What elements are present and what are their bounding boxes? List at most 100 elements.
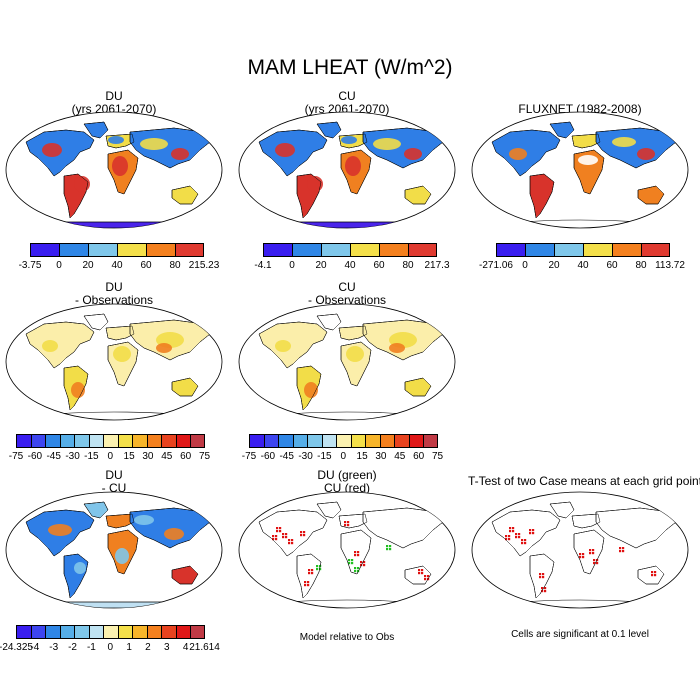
colorbar-tick-label: -24.325: [0, 642, 33, 653]
coastline: [107, 341, 139, 387]
significance-cell: [351, 559, 354, 562]
colorbar-segment: [30, 434, 45, 448]
colorbar-tick-label: 60: [413, 451, 425, 462]
value-patch: [71, 382, 85, 398]
colorbar-tick-label: 20: [548, 260, 560, 271]
colorbar-tick-label: 215.23: [188, 260, 220, 271]
value-patch: [509, 148, 527, 160]
colorbar-segment: [175, 434, 190, 448]
significance-cell: [307, 581, 310, 584]
map-green-red: [238, 491, 456, 609]
significance-cell: [357, 554, 360, 557]
colorbar-tick-label: 75: [198, 451, 211, 462]
value-patch: [74, 562, 86, 574]
colorbar-segment: [161, 434, 176, 448]
colorbar-tick-label: -30: [65, 451, 80, 462]
coastline: [637, 565, 665, 585]
significance-cell: [622, 547, 625, 550]
coastline: [637, 185, 665, 205]
colorbar-tick-label: -60: [260, 451, 276, 462]
map-du-obs: [5, 303, 223, 421]
colorbar-tick-label: 80: [635, 260, 647, 271]
coastline: [529, 553, 555, 599]
colorbar-tick-label: 217.3: [424, 260, 450, 271]
colorbar-segment: [88, 625, 103, 639]
map-fluxnet: [471, 111, 689, 229]
coastline: [340, 341, 372, 387]
colorbar-segment: [16, 434, 31, 448]
colorbar-segment: [350, 434, 365, 448]
value-patch: [373, 138, 401, 150]
colorbar-tick-label: 15: [123, 451, 135, 462]
significance-cell: [427, 575, 430, 578]
coastline: [340, 529, 372, 575]
coastline: [258, 509, 328, 557]
colorbar-segment: [132, 434, 147, 448]
coastline: [316, 501, 342, 519]
panel-title-du: DU (yrs 2061-2070): [4, 90, 224, 116]
panel-title-line: CU (red): [323, 481, 370, 495]
significance-cell: [344, 521, 347, 524]
coastline: [107, 149, 139, 195]
value-patch: [307, 176, 323, 192]
colorbar-tick-label: -75: [241, 451, 257, 462]
coastline: [25, 321, 95, 369]
significance-cell: [515, 533, 518, 536]
panel-title-line: - Observations: [307, 293, 387, 307]
coastline: [491, 509, 561, 557]
value-patch: [115, 548, 129, 564]
significance-cell: [386, 545, 389, 548]
significance-cell: [300, 531, 303, 534]
coastline: [316, 313, 342, 331]
coastline: [258, 321, 328, 369]
significance-cell: [291, 539, 294, 542]
significance-cell: [544, 590, 547, 593]
colorbar-du: [30, 243, 204, 257]
value-patch: [275, 143, 295, 157]
significance-cell: [303, 534, 306, 537]
significance-cell: [521, 542, 524, 545]
coastline: [404, 377, 432, 397]
significance-cell: [424, 575, 427, 578]
colorbar-tick-label: -2: [68, 642, 77, 653]
significance-cell: [542, 573, 545, 576]
significance-cell: [654, 571, 657, 574]
panel-title-ttest: T-Test of two Case means at each grid po…: [440, 475, 700, 488]
significance-cell: [508, 535, 511, 538]
colorbar-segment: [117, 625, 132, 639]
panel-title-line: CU: [338, 89, 356, 103]
colorbar-du-obs: [16, 434, 205, 448]
coastline: [296, 173, 322, 219]
significance-cell: [307, 584, 310, 587]
coastline: [83, 501, 109, 519]
colorbar-segment: [641, 243, 670, 257]
significance-cell: [304, 584, 307, 587]
significance-cell: [348, 559, 351, 562]
panel-title-line: T-Test of two Case means at each grid po…: [467, 474, 700, 488]
significance-cell: [363, 564, 366, 567]
colorbar-segment: [394, 434, 409, 448]
colorbar-segment: [59, 434, 74, 448]
colorbar-segment: [350, 243, 379, 257]
value-patch: [275, 340, 291, 352]
significance-cell: [651, 571, 654, 574]
coastline: [25, 129, 95, 177]
significance-cell: [509, 527, 512, 530]
coastline: [573, 529, 605, 575]
colorbar-cu-obs: [249, 434, 438, 448]
value-patch: [112, 156, 128, 176]
significance-cell: [308, 572, 311, 575]
significance-cell: [288, 539, 291, 542]
colorbar-segment: [175, 243, 204, 257]
coastline: [83, 313, 109, 331]
significance-cell: [505, 538, 508, 541]
coastline: [105, 133, 135, 149]
panel-title-cu: CU (yrs 2061-2070): [237, 90, 457, 116]
significance-cell: [304, 581, 307, 584]
colorbar-segment: [146, 243, 175, 257]
significance-cell: [354, 570, 357, 573]
panel-title-du-cu: DU - CU: [4, 469, 224, 495]
colorbar-tick-label: -15: [317, 451, 332, 462]
significance-cell: [389, 548, 392, 551]
coastline: [338, 133, 368, 149]
